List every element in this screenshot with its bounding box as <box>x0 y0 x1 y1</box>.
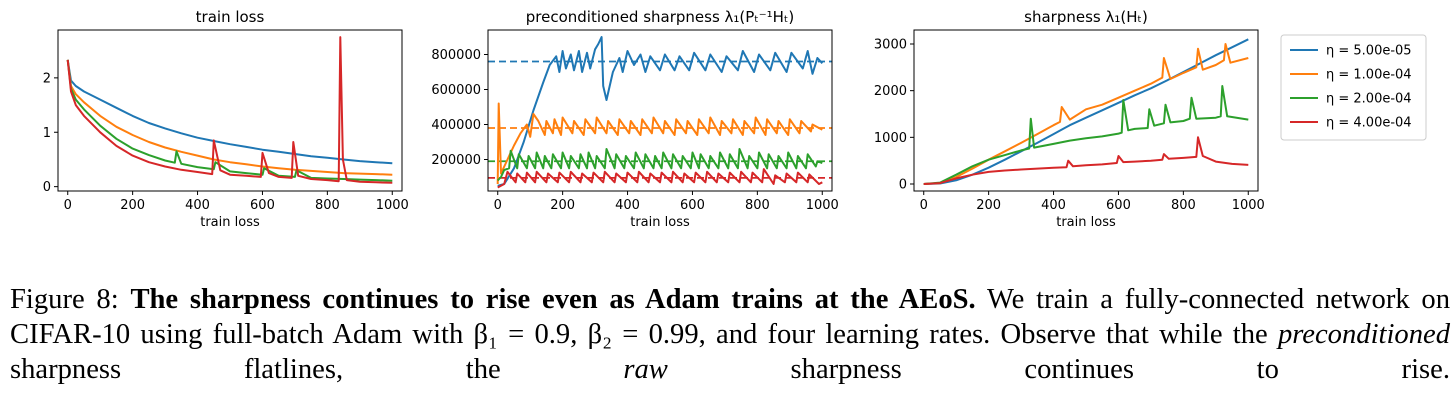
legend-entry: η = 2.00e-04 <box>1326 92 1412 107</box>
legend-entry: η = 4.00e-04 <box>1326 116 1412 131</box>
caption-text-1: We train a fully-connected network on CI… <box>10 284 1451 350</box>
legend-entry: η = 5.00e-05 <box>1326 44 1412 59</box>
x-tick-label: 600 <box>680 198 705 213</box>
x-tick-label: 0 <box>64 198 72 213</box>
x-tick-label: 0 <box>494 198 502 213</box>
x-tick-label: 400 <box>1041 198 1066 213</box>
x-tick-label: 600 <box>250 198 275 213</box>
caption-text-3: sharpness continues to rise. <box>790 354 1450 385</box>
legend: η = 5.00e-05 η = 1.00e-04 η = 2.00e-04 η = … <box>1280 34 1427 141</box>
x-tick-label: 400 <box>615 198 640 213</box>
x-tick-label: 600 <box>1106 198 1131 213</box>
legend-entry: η = 1.00e-04 <box>1326 68 1412 83</box>
y-tick-label: 600000 <box>431 83 481 98</box>
x-tick-label: 200 <box>120 198 145 213</box>
figure-caption: Figure 8: The sharpness continues to ris… <box>10 282 1450 387</box>
series-line-3 <box>66 59 393 182</box>
caption-italic-2: raw <box>623 354 668 385</box>
axes-frame <box>487 29 833 192</box>
series-line-2 <box>496 102 823 185</box>
x-tick-label: 200 <box>550 198 575 213</box>
y-tick-label: 2000 <box>874 84 907 99</box>
x-tick-label: 1000 <box>806 198 839 213</box>
chart-title: train loss <box>196 8 265 26</box>
chart-panel-1: train loss 0 200 400 600 800 1000 0 1 2 train loss <box>43 8 409 230</box>
x-tick-label: 0 <box>920 198 928 213</box>
x-axis-label: train loss <box>200 215 260 230</box>
x-axis-label: train loss <box>1056 215 1116 230</box>
y-tick-label: 3000 <box>874 38 907 53</box>
caption-label: Figure 8: <box>10 284 119 315</box>
x-tick-label: 1000 <box>1232 198 1265 213</box>
x-tick-label: 400 <box>185 198 210 213</box>
x-tick-label: 1000 <box>376 198 409 213</box>
y-tick-label: 0 <box>43 180 51 195</box>
legend-box <box>1280 34 1427 141</box>
y-tick-label: 1 <box>43 126 51 141</box>
chart-panel-2: preconditioned sharpness λ₁(Pₜ⁻¹Hₜ) 0 200 4… <box>431 8 838 230</box>
caption-bold: The sharpness continues to rise even as … <box>130 284 976 315</box>
series-line-3 <box>923 85 1249 185</box>
series-line-3 <box>496 148 823 182</box>
x-tick-label: 800 <box>315 198 340 213</box>
y-tick-label: 2 <box>43 71 51 86</box>
x-tick-label: 200 <box>976 198 1001 213</box>
series-line-4 <box>923 136 1249 185</box>
series-line-4 <box>497 168 823 189</box>
series-line-4 <box>66 36 393 184</box>
x-tick-label: 800 <box>1171 198 1196 213</box>
series-line-1 <box>497 36 824 187</box>
axes-frame <box>913 29 1259 192</box>
caption-text-2: sharpness flatlines, the <box>10 354 501 385</box>
chart-title: sharpness λ₁(Hₜ) <box>1024 8 1148 26</box>
chart-panel-3: sharpness λ₁(Hₜ) 0 200 400 600 800 1000 0 1000 20… <box>874 8 1265 230</box>
caption-italic-1: preconditioned <box>1277 319 1450 350</box>
y-tick-label: 0 <box>899 178 907 193</box>
series-line-2 <box>923 43 1249 185</box>
y-tick-label: 200000 <box>431 153 481 168</box>
y-tick-label: 400000 <box>431 118 481 133</box>
y-tick-label: 800000 <box>431 48 481 63</box>
axes-frame <box>57 29 403 192</box>
series-line-1 <box>923 38 1249 185</box>
x-tick-label: 800 <box>745 198 770 213</box>
x-axis-label: train loss <box>630 215 690 230</box>
chart-title: preconditioned sharpness λ₁(Pₜ⁻¹Hₜ) <box>526 8 795 26</box>
y-tick-label: 1000 <box>874 131 907 146</box>
